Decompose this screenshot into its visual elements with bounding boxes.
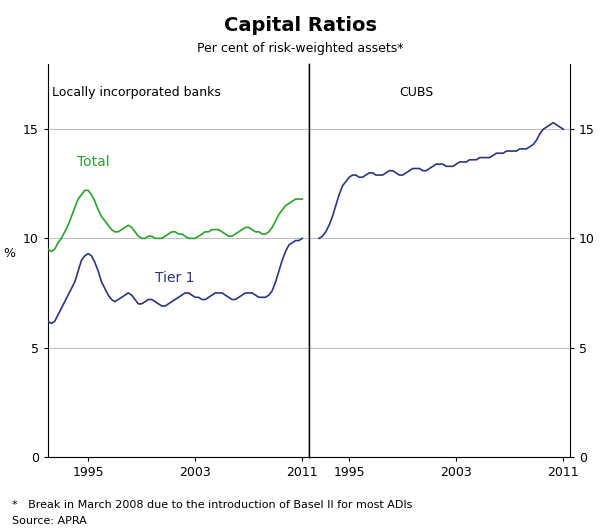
- Text: Tier 1: Tier 1: [155, 271, 194, 285]
- Text: Locally incorporated banks: Locally incorporated banks: [52, 85, 221, 99]
- Text: Per cent of risk-weighted assets*: Per cent of risk-weighted assets*: [197, 42, 403, 55]
- Text: *   Break in March 2008 due to the introduction of Basel II for most ADIs: * Break in March 2008 due to the introdu…: [12, 500, 412, 510]
- Text: Total: Total: [77, 156, 110, 169]
- Text: Capital Ratios: Capital Ratios: [223, 16, 377, 35]
- Text: CUBS: CUBS: [400, 85, 434, 99]
- Text: Source: APRA: Source: APRA: [12, 516, 87, 526]
- Y-axis label: %: %: [3, 247, 15, 260]
